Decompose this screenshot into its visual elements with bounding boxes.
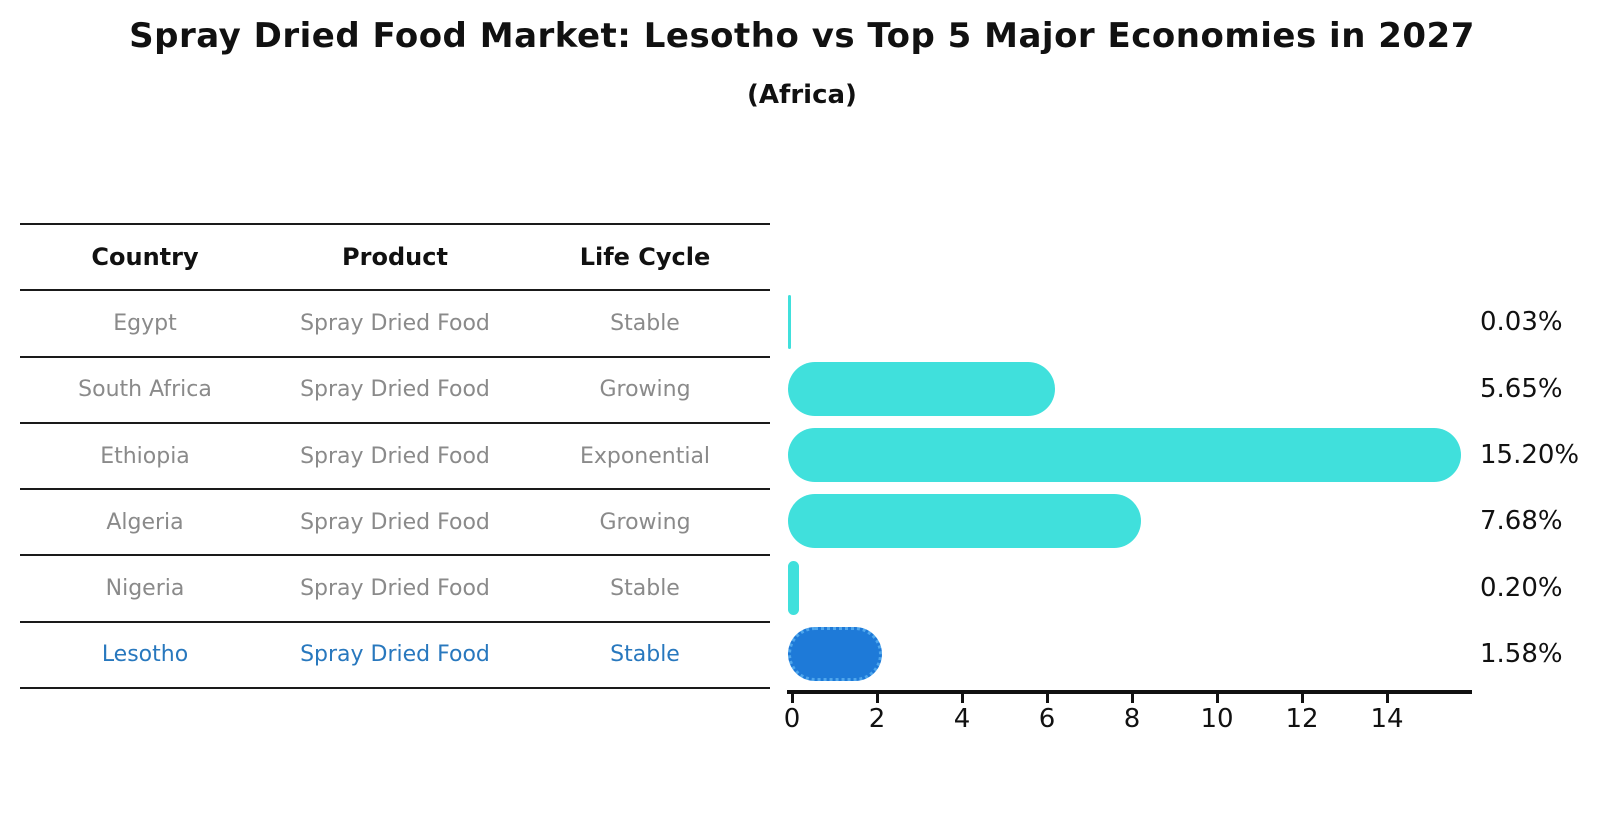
x-tick-mark: [1300, 693, 1304, 703]
x-tick-mark: [1385, 693, 1389, 703]
bar-ethiopia: [788, 428, 1461, 482]
header-country: Country: [91, 243, 199, 272]
lifecycle-cell: Stable: [610, 576, 680, 602]
lifecycle-cell: Growing: [599, 509, 691, 535]
country-cell: Algeria: [106, 509, 184, 535]
product-cell: Spray Dried Food: [300, 443, 490, 469]
bar-south-africa: [788, 362, 1056, 416]
x-tick-label: 8: [1123, 704, 1141, 734]
chart-subtitle: (Africa): [747, 80, 857, 110]
x-tick-label: 6: [1038, 704, 1056, 734]
product-cell: Spray Dried Food: [300, 576, 490, 602]
x-tick-label: 12: [1285, 704, 1319, 734]
value-label-nigeria: 0.20%: [1480, 573, 1563, 603]
x-tick-mark: [875, 693, 879, 703]
table-row: Egypt Spray Dried Food Stable: [20, 289, 770, 355]
x-tick-mark: [960, 693, 964, 703]
country-cell: Nigeria: [105, 576, 185, 602]
lifecycle-cell: Stable: [610, 310, 680, 336]
value-label-ethiopia: 15.20%: [1480, 440, 1580, 470]
country-cell: South Africa: [78, 377, 212, 403]
product-cell: Spray Dried Food: [300, 509, 490, 535]
country-cell: Ethiopia: [100, 443, 190, 469]
lifecycle-cell: Growing: [599, 377, 691, 403]
x-tick-label: 4: [953, 704, 971, 734]
bar-nigeria: [788, 561, 799, 615]
header-life-cycle: Life Cycle: [579, 243, 711, 272]
header-product: Product: [342, 243, 448, 272]
table-row: Algeria Spray Dried Food Growing: [20, 488, 770, 554]
chart-title: Spray Dried Food Market: Lesotho vs Top …: [129, 16, 1475, 56]
table-row: Ethiopia Spray Dried Food Exponential: [20, 421, 770, 488]
bar-lesotho: [788, 627, 883, 681]
x-tick-mark: [1215, 693, 1219, 703]
lifecycle-cell: Exponential: [579, 443, 711, 469]
value-label-south-africa: 5.65%: [1480, 374, 1563, 404]
table-row: Lesotho Spray Dried Food Stable: [20, 620, 770, 690]
table-row: Nigeria Spray Dried Food Stable: [20, 554, 770, 620]
table-header-row: Country Product Life Cycle: [20, 223, 770, 289]
product-cell: Spray Dried Food: [300, 642, 490, 668]
x-tick-label: 10: [1200, 704, 1234, 734]
x-axis-line: [787, 690, 1472, 694]
x-tick-mark: [1130, 693, 1134, 703]
product-cell: Spray Dried Food: [300, 310, 490, 336]
country-cell: Egypt: [113, 310, 177, 336]
value-label-lesotho: 1.58%: [1480, 639, 1563, 669]
value-label-egypt: 0.03%: [1480, 307, 1563, 337]
bar-egypt: [788, 295, 792, 349]
x-tick-mark: [1045, 693, 1049, 703]
table-row: South Africa Spray Dried Food Growing: [20, 355, 770, 422]
bar-algeria: [788, 494, 1142, 548]
value-label-algeria: 7.68%: [1480, 506, 1563, 536]
product-cell: Spray Dried Food: [300, 377, 490, 403]
country-table: Country Product Life Cycle Egypt Spray D…: [20, 223, 770, 690]
country-cell: Lesotho: [101, 642, 189, 668]
x-tick-mark: [790, 693, 794, 703]
x-tick-label: 14: [1370, 704, 1404, 734]
lifecycle-cell: Stable: [610, 642, 680, 668]
x-tick-label: 2: [868, 704, 886, 734]
x-tick-label: 0: [783, 704, 801, 734]
